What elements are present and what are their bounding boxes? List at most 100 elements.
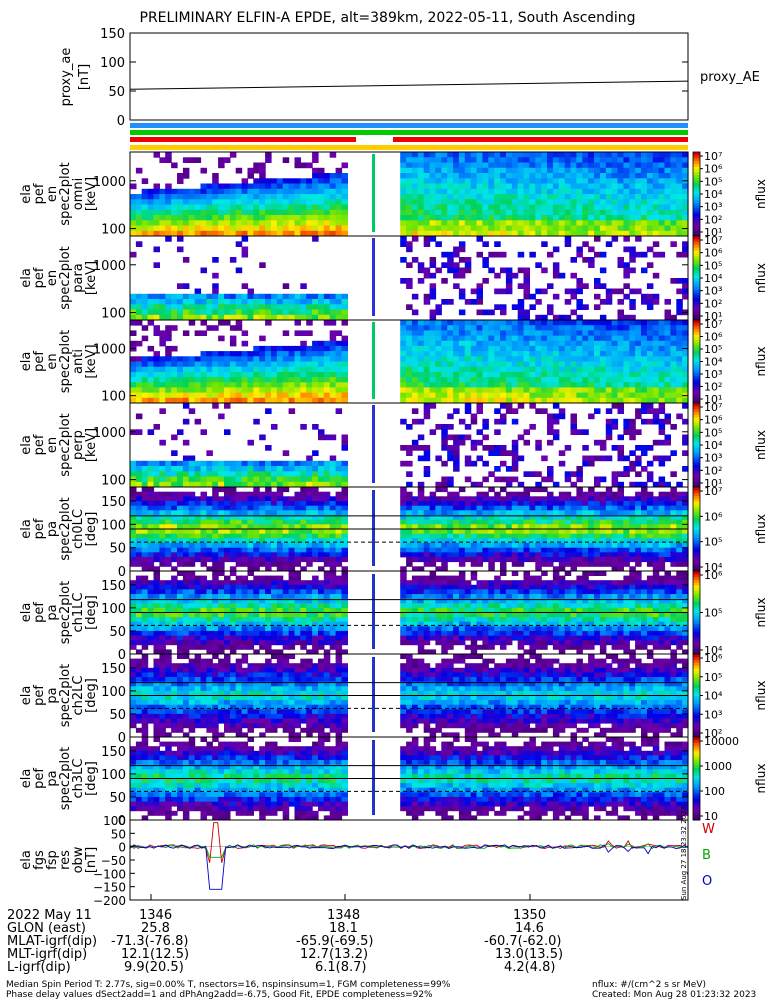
row-label-l: L-igrf(dip) <box>7 960 71 975</box>
ylabel-line: obw <box>71 846 86 873</box>
ylabel-line: ela <box>19 352 34 372</box>
colorbar-label: nflux <box>754 764 768 794</box>
proxy-ae-panel: 0 50 100 150 proxy_AE proxy_ae [nT] <box>59 27 760 129</box>
axes-pef_en_anti: 1001000elapefenspec2plotanti[keV]10¹10²1… <box>19 318 768 406</box>
status-bar-yellow <box>130 145 688 150</box>
proxy-ae-line <box>129 80 689 90</box>
ylabel-line: en <box>45 437 60 453</box>
tick-time-1346: 1346 <box>139 908 173 923</box>
colorbar-label: nflux <box>754 681 768 711</box>
tick-glon-1350: 14.6 <box>515 921 544 936</box>
footer-line-1: Median Spin Period T: 2.77s, sig=0.00% T… <box>6 980 451 990</box>
row-label-date: 2022 May 11 <box>7 908 92 923</box>
ylabel-line: pa <box>45 770 60 786</box>
colorbar-tick-label: 10⁵ <box>704 671 722 684</box>
colorbar-tick-label: 10⁷ <box>704 401 722 414</box>
ytick-label: −50 <box>101 854 126 868</box>
ylabel-line: ela <box>19 268 34 288</box>
ytick-label: 100 <box>101 685 126 700</box>
ytick-label: 100 <box>101 602 126 617</box>
tick-l-1350: 4.2(4.8) <box>504 960 556 975</box>
colorbar-label: nflux <box>754 179 768 209</box>
gap-data-strip <box>372 238 375 316</box>
ylabel-line: [deg] <box>84 512 99 547</box>
ytick-label: 100 <box>101 223 126 238</box>
ytick-label: 0 <box>117 114 125 129</box>
colorbar-tick-label: 10⁴ <box>704 272 723 285</box>
colorbar-tick-label: 10² <box>704 727 722 740</box>
tick-mlt-1348: 12.7(13.2) <box>300 947 369 962</box>
ytick-label: 150 <box>101 662 126 677</box>
ylabel-line: fsp <box>45 850 60 870</box>
colorbar-tick-label: 10⁵ <box>704 259 722 272</box>
colorbar-tick-label: 10³ <box>704 452 722 465</box>
ytick-label: −200 <box>93 894 126 908</box>
ylabel-line: pef <box>32 267 47 288</box>
ylabel-line: ela <box>19 184 34 204</box>
colorbar-tick-label: 10⁵ <box>704 426 722 439</box>
ylabel-line: [keV] <box>84 428 99 462</box>
colorbar-tick-label: 10⁴ <box>704 690 723 703</box>
residual-line-o <box>129 844 689 890</box>
colorbar-tick-label: 10⁵ <box>704 536 722 549</box>
ylabel-line: spec2plot <box>58 246 73 309</box>
status-bar-green <box>130 130 688 135</box>
ytick-label: 0 <box>118 648 126 663</box>
spectrogram-pef_pa_ch2 <box>130 654 689 738</box>
row-label-mlat: MLAT-igrf(dip) <box>7 934 98 949</box>
ytick-label: 50 <box>109 542 126 557</box>
colorbar-label: nflux <box>754 430 768 460</box>
status-bars <box>130 123 688 150</box>
ytick-label: 100 <box>101 768 126 783</box>
colorbar-label: nflux <box>754 598 768 628</box>
panel-frame <box>129 819 689 901</box>
ylabel-line: spec2plot <box>58 581 73 644</box>
ylabel-line: pef <box>32 183 47 204</box>
colorbar-tick-label: 10⁷ <box>704 150 722 163</box>
tick-mlt-1350: 13.0(13.5) <box>495 947 564 962</box>
ytick-label: 150 <box>101 745 126 760</box>
colorbar-label: nflux <box>754 514 768 544</box>
tick-glon-1348: 18.1 <box>329 921 358 936</box>
fgs-residual-panel: −200−150−100−50050100elafgsfspresobw[nT]… <box>19 806 715 908</box>
ytick-label: −100 <box>93 867 126 881</box>
colorbar-tick-label: 10⁷ <box>704 234 722 247</box>
ylabel-line: ela <box>19 686 34 706</box>
colorbar-tick-label: 10000 <box>704 735 739 748</box>
tick-l-1348: 6.1(8.7) <box>315 960 367 975</box>
ylabel-line: pef <box>32 351 47 372</box>
footer-units: nflux: #/(cm^2 s sr MeV) <box>592 980 706 990</box>
ytick-label: 0 <box>118 565 126 580</box>
colorbar-pef_pa_ch2: 10² 10³ 10⁴ 10⁵ 10⁶ nflux <box>692 652 768 740</box>
series-label-proxy-ae: proxy_AE <box>700 70 760 85</box>
ylabel-line: [keV] <box>84 177 99 211</box>
colorbar-tick-label: 10² <box>704 297 722 310</box>
ylabel-line: pef <box>32 602 47 623</box>
colorbar-pef_pa_ch3: 10 100 1000 10000 nflux <box>692 735 768 823</box>
row-label-mlt: MLT-igrf(dip) <box>7 947 88 962</box>
colorbar-tick-label: 10² <box>704 381 722 394</box>
ytick-label: 100 <box>103 814 126 828</box>
colorbar-pef_pa_ch1: 10⁴ 10⁵ 10⁶ nflux <box>692 569 768 657</box>
tick-mlat-1350: -60.7(-62.0) <box>484 934 562 949</box>
colorbar-tick-label: 10¹ <box>704 310 722 323</box>
status-bar-red-1 <box>130 137 356 142</box>
ylabel-line: [deg] <box>84 761 99 796</box>
colorbar-tick-label: 10⁶ <box>704 569 723 582</box>
gap-data-strip <box>372 490 375 566</box>
ytick-label: 100 <box>101 390 126 405</box>
colorbar-label: nflux <box>754 347 768 377</box>
legend-o: O <box>702 874 712 889</box>
colorbar-tick-label: 10⁵ <box>704 343 722 356</box>
colorbar-tick-label: 10⁵ <box>704 175 722 188</box>
colorbar-tick-label: 10¹ <box>704 226 722 239</box>
ylabel-line: en <box>45 353 60 369</box>
gap-data-strip <box>372 657 375 732</box>
colorbar-tick-label: 10² <box>704 213 722 226</box>
ylabel-line: [nT] <box>77 64 92 90</box>
colorbar-pef_pa_ch0: 10⁴ 10⁵ 10⁶ 10⁷ nflux <box>692 485 768 574</box>
ytick-label: 50 <box>109 625 126 640</box>
ylabel-line: pef <box>32 685 47 706</box>
ylabel-line: pef <box>32 768 47 789</box>
status-bar-blue <box>130 123 688 128</box>
